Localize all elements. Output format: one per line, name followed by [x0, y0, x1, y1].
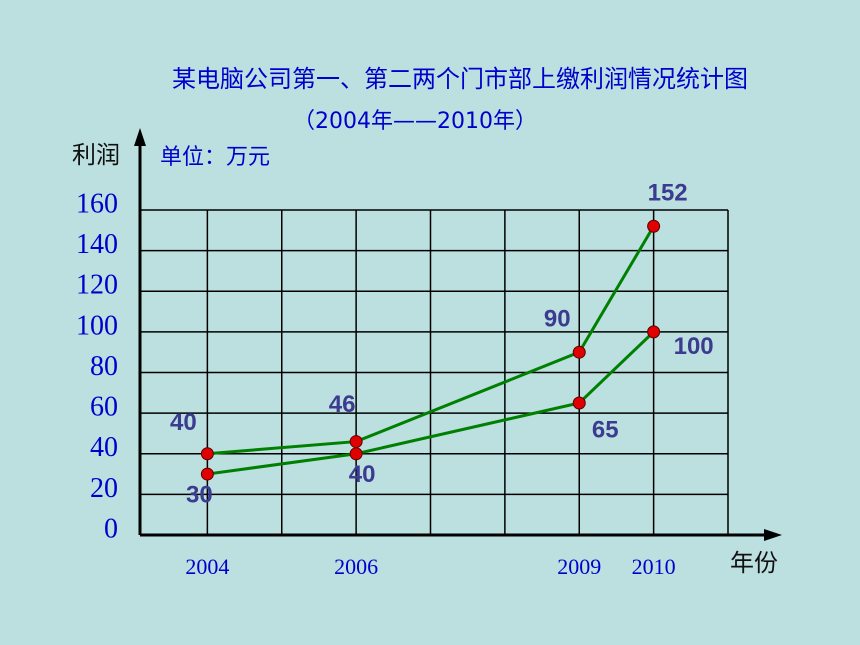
x-tick-label: 2009 [557, 554, 601, 579]
chart-subtitle: （2004年——2010年） [293, 109, 537, 134]
data-point [647, 219, 661, 233]
value-label: 30 [186, 481, 213, 508]
x-tick-label: 2004 [185, 554, 229, 579]
y-tick-label: 60 [90, 392, 118, 423]
value-label: 90 [544, 306, 571, 333]
y-tick-label: 40 [90, 432, 118, 463]
y-tick-label: 80 [90, 351, 118, 382]
y-tick-label: 120 [76, 270, 118, 301]
unit-label: 单位：万元 [160, 145, 270, 170]
value-label: 40 [349, 461, 376, 488]
value-label: 65 [592, 416, 619, 443]
x-axis-arrow [764, 529, 782, 541]
value-label: 46 [329, 391, 356, 418]
y-tick-label: 20 [90, 473, 118, 504]
chart-title: 某电脑公司第一、第二两个门市部上缴利润情况统计图 [172, 65, 748, 93]
series-line [207, 330, 655, 476]
data-point [349, 435, 363, 449]
x-tick-label: 2006 [334, 554, 378, 579]
y-tick-label: 100 [76, 310, 118, 341]
data-point [200, 467, 214, 481]
data-point [647, 325, 661, 339]
data-point [572, 345, 586, 359]
y-tick-label: 160 [76, 188, 118, 219]
data-point [349, 447, 363, 461]
y-tick-label: 140 [76, 229, 118, 260]
value-label: 152 [648, 180, 688, 207]
y-tick-label: 0 [104, 513, 118, 544]
value-label: 40 [170, 409, 197, 436]
series-line [207, 225, 655, 456]
value-label: 100 [674, 333, 714, 360]
y-axis-arrow [134, 128, 146, 146]
x-tick-label: 2010 [632, 554, 676, 579]
data-point [200, 447, 214, 461]
y-axis-label: 利润 [72, 141, 120, 169]
x-axis-label: 年份 [730, 549, 778, 577]
data-point [572, 396, 586, 410]
